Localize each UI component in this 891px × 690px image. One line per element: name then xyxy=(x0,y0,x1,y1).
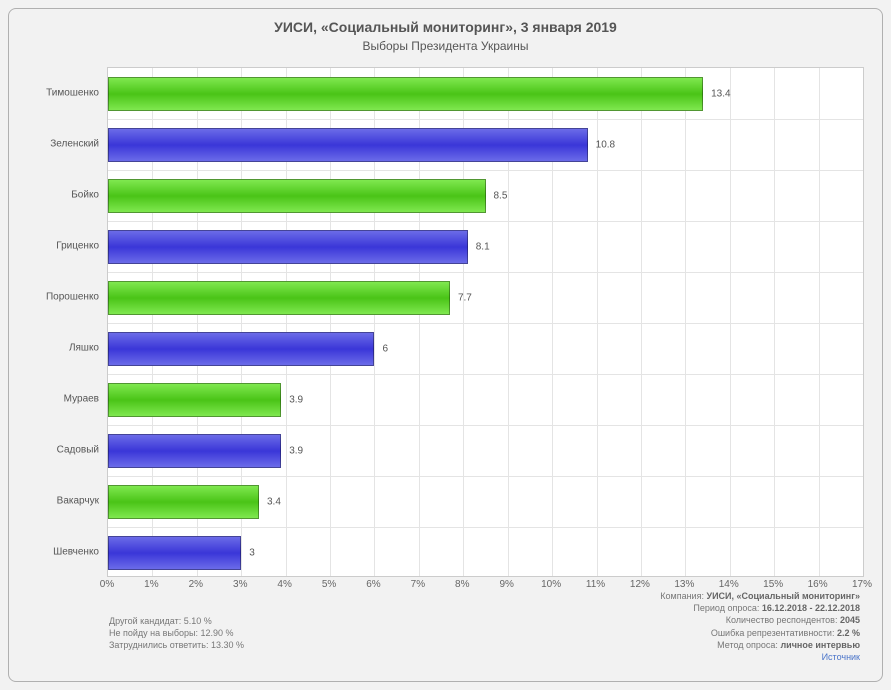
bar xyxy=(108,281,450,315)
bar-value-label: 13.4 xyxy=(711,88,730,99)
y-tick-label: Зеленский xyxy=(50,138,99,149)
bar-value-label: 3.4 xyxy=(267,496,281,507)
x-tick-label: 15% xyxy=(763,579,783,590)
y-tick-label: Порошенко xyxy=(46,291,99,302)
bar xyxy=(108,434,281,468)
gridline-vertical xyxy=(774,68,775,576)
gridline-horizontal xyxy=(108,272,863,273)
footer-period: Период опроса: 16.12.2018 - 22.12.2018 xyxy=(660,602,860,614)
bar-value-label: 3 xyxy=(249,547,255,558)
bar xyxy=(108,179,486,213)
bar xyxy=(108,128,588,162)
x-tick-label: 17% xyxy=(852,579,872,590)
chart-subtitle: Выборы Президента Украины xyxy=(9,39,882,53)
footer-line: Другой кандидат: 5.10 % xyxy=(109,615,244,627)
chart-title: УИСИ, «Социальный мониторинг», 3 января … xyxy=(9,19,882,35)
x-tick-label: 5% xyxy=(322,579,336,590)
y-tick-label: Гриценко xyxy=(56,240,99,251)
bar-value-label: 7.7 xyxy=(458,292,472,303)
plot-area: 13.4 10.8 8.5 8.1 7.7 6 3.9 3.9 3.4 3 xyxy=(107,67,864,577)
x-tick-label: 4% xyxy=(277,579,291,590)
bar-value-label: 10.8 xyxy=(596,139,615,150)
gridline-vertical xyxy=(819,68,820,576)
footer-error: Ошибка репрезентативности: 2.2 % xyxy=(660,627,860,639)
bar-value-label: 6 xyxy=(382,343,388,354)
bar xyxy=(108,485,259,519)
gridline-horizontal xyxy=(108,425,863,426)
gridline-horizontal xyxy=(108,170,863,171)
x-tick-label: 0% xyxy=(100,579,114,590)
y-tick-label: Бойко xyxy=(71,189,99,200)
y-tick-label: Ляшко xyxy=(69,342,99,353)
bar-value-label: 8.1 xyxy=(476,241,490,252)
x-tick-label: 1% xyxy=(144,579,158,590)
bar-value-label: 8.5 xyxy=(494,190,508,201)
gridline-horizontal xyxy=(108,527,863,528)
footer-left: Другой кандидат: 5.10 % Не пойду на выбо… xyxy=(109,615,244,651)
gridline-vertical xyxy=(730,68,731,576)
x-tick-label: 16% xyxy=(808,579,828,590)
x-tick-label: 14% xyxy=(719,579,739,590)
x-tick-label: 3% xyxy=(233,579,247,590)
y-tick-label: Вакарчук xyxy=(57,495,99,506)
y-tick-label: Шевченко xyxy=(53,546,99,557)
gridline-vertical xyxy=(641,68,642,576)
gridline-horizontal xyxy=(108,221,863,222)
x-tick-label: 2% xyxy=(189,579,203,590)
x-tick-label: 8% xyxy=(455,579,469,590)
y-tick-label: Садовый xyxy=(57,444,99,455)
x-tick-label: 6% xyxy=(366,579,380,590)
bar xyxy=(108,77,703,111)
bar-value-label: 3.9 xyxy=(289,445,303,456)
footer-source[interactable]: Источник xyxy=(660,651,860,663)
y-tick-label: Мураев xyxy=(64,393,99,404)
y-axis-labels: Тимошенко Зеленский Бойко Гриценко Порошенко… xyxy=(29,67,107,577)
gridline-horizontal xyxy=(108,119,863,120)
plot-wrap: Тимошенко Зеленский Бойко Гриценко Порошенко… xyxy=(29,67,864,577)
gridline-horizontal xyxy=(108,476,863,477)
footer-line: Затруднились ответить: 13.30 % xyxy=(109,639,244,651)
gridline-horizontal xyxy=(108,374,863,375)
bar-value-label: 3.9 xyxy=(289,394,303,405)
footer-line: Не пойду на выборы: 12.90 % xyxy=(109,627,244,639)
bar xyxy=(108,332,374,366)
footer-method: Метод опроса: личное интервью xyxy=(660,639,860,651)
x-tick-label: 7% xyxy=(411,579,425,590)
footer-company: Компания: УИСИ, «Социальный мониторинг» xyxy=(660,590,860,602)
x-axis-labels: 0%1%2%3%4%5%6%7%8%9%10%11%12%13%14%15%16… xyxy=(107,577,864,591)
x-tick-label: 10% xyxy=(541,579,561,590)
bar xyxy=(108,536,241,570)
chart-frame: УИСИ, «Социальный мониторинг», 3 января … xyxy=(8,8,883,682)
footer-right: Компания: УИСИ, «Социальный мониторинг» … xyxy=(660,590,860,663)
x-tick-label: 9% xyxy=(499,579,513,590)
gridline-vertical xyxy=(685,68,686,576)
x-tick-label: 13% xyxy=(674,579,694,590)
bar xyxy=(108,230,468,264)
gridline-horizontal xyxy=(108,323,863,324)
x-tick-label: 12% xyxy=(630,579,650,590)
y-tick-label: Тимошенко xyxy=(46,87,99,98)
x-tick-label: 11% xyxy=(586,579,605,590)
bar xyxy=(108,383,281,417)
footer-respondents: Количество респондентов: 2045 xyxy=(660,614,860,626)
